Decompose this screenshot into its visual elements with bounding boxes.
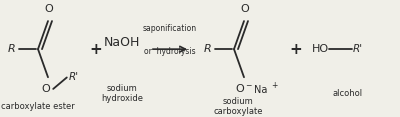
Text: R: R xyxy=(204,44,212,54)
Text: HO: HO xyxy=(312,44,328,54)
Text: +: + xyxy=(271,82,277,90)
Text: NaOH: NaOH xyxy=(104,36,140,49)
Text: carboxylate ester: carboxylate ester xyxy=(1,102,75,111)
Text: −: − xyxy=(246,82,252,90)
Text: O: O xyxy=(241,4,250,14)
Text: or  hydrolysis: or hydrolysis xyxy=(144,47,196,56)
Text: +: + xyxy=(290,42,302,57)
Text: O: O xyxy=(236,84,244,94)
Text: R': R' xyxy=(69,72,79,82)
Text: Na: Na xyxy=(254,84,268,95)
Text: alcohol: alcohol xyxy=(333,89,363,98)
Text: saponification: saponification xyxy=(143,24,197,33)
Text: +: + xyxy=(90,42,102,57)
Text: sodium
carboxylate: sodium carboxylate xyxy=(213,97,263,116)
Text: R': R' xyxy=(353,44,363,54)
Text: O: O xyxy=(42,84,50,94)
Text: O: O xyxy=(45,4,54,14)
Text: R: R xyxy=(8,44,16,54)
Text: sodium
hydroxide: sodium hydroxide xyxy=(101,84,143,103)
